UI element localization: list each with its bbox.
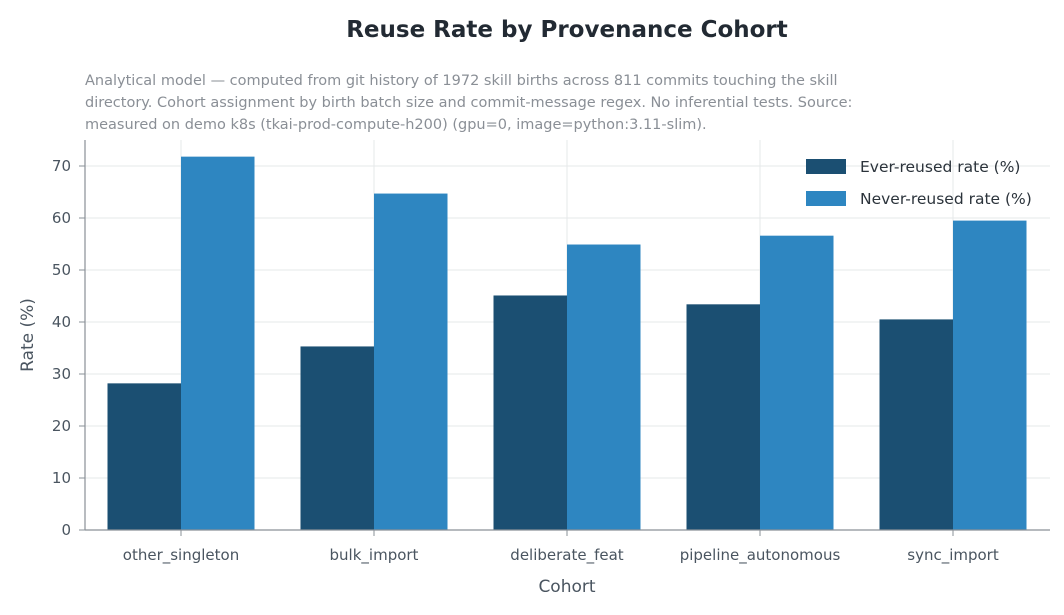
y-axis-label: Rate (%) — [18, 298, 38, 372]
bar-never-reused-other_singleton — [181, 156, 255, 530]
y-tick-label: 70 — [52, 157, 71, 175]
y-tick-label: 40 — [52, 313, 71, 331]
bar-ever-reused-pipeline_autonomous — [686, 304, 760, 530]
y-tick-label: 60 — [52, 209, 71, 227]
x-tick-label: pipeline_autonomous — [680, 546, 841, 565]
y-tick-label: 30 — [52, 365, 71, 383]
tick-labels: 0 10 20 30 40 50 60 70 other_singleton bulk_impor… — [52, 157, 999, 565]
x-tick-label: deliberate_feat — [510, 546, 624, 565]
bar-never-reused-deliberate_feat — [567, 244, 641, 530]
y-tick-label: 20 — [52, 417, 71, 435]
x-axis-label: Cohort — [538, 577, 595, 597]
legend-label-ever-reused: Ever-reused rate (%) — [860, 158, 1020, 176]
legend-swatch-ever-reused — [806, 159, 846, 174]
x-tick-label: sync_import — [907, 546, 999, 565]
bar-ever-reused-bulk_import — [300, 346, 374, 530]
axes — [79, 140, 1050, 536]
chart-subtitle-line-3: measured on demo k8s (tkai-prod-compute-… — [85, 117, 707, 133]
bar-never-reused-bulk_import — [374, 193, 448, 530]
y-tick-label: 50 — [52, 261, 71, 279]
bar-ever-reused-deliberate_feat — [493, 295, 567, 530]
x-tick-label: other_singleton — [123, 546, 239, 565]
bar-ever-reused-sync_import — [879, 319, 953, 530]
bar-ever-reused-other_singleton — [107, 383, 181, 530]
chart-title: Reuse Rate by Provenance Cohort — [346, 17, 788, 43]
x-tick-label: bulk_import — [330, 546, 419, 565]
y-tick-label: 0 — [61, 521, 71, 539]
y-tick-label: 10 — [52, 469, 71, 487]
bar-never-reused-pipeline_autonomous — [760, 235, 834, 530]
bar-never-reused-sync_import — [953, 220, 1027, 530]
legend-label-never-reused: Never-reused rate (%) — [860, 190, 1032, 208]
chart-subtitle-line-1: Analytical model — computed from git his… — [85, 73, 838, 89]
legend-swatch-never-reused — [806, 191, 846, 206]
legend: Ever-reused rate (%) Never-reused rate (… — [806, 158, 1032, 208]
chart-subtitle-line-2: directory. Cohort assignment by birth ba… — [85, 95, 852, 111]
bars — [107, 156, 1027, 530]
